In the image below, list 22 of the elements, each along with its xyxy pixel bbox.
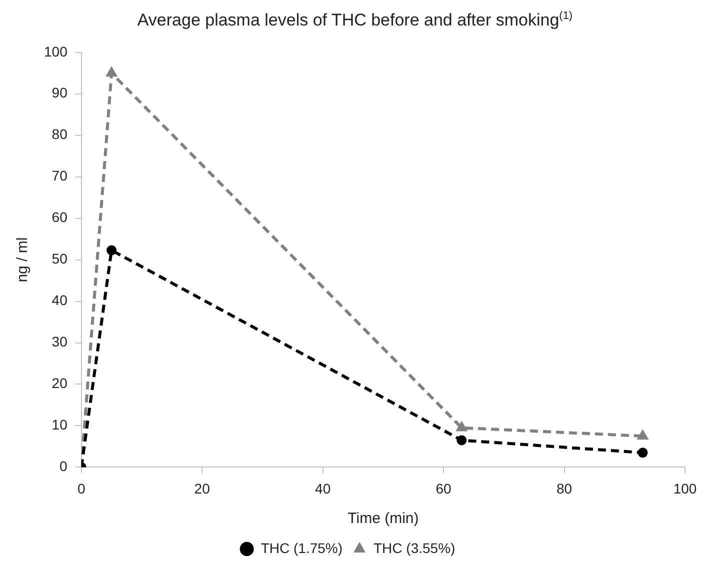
y-tick-label: 100 bbox=[44, 43, 68, 60]
y-tick-label: 50 bbox=[52, 250, 68, 267]
y-tick-label: 60 bbox=[52, 209, 68, 226]
x-tick-label: 80 bbox=[556, 480, 572, 496]
x-axis-title: Time (min) bbox=[348, 510, 419, 528]
y-tick-label: 10 bbox=[52, 416, 68, 433]
y-tick-label: 0 bbox=[60, 458, 68, 474]
y-tick-label: 80 bbox=[52, 126, 68, 142]
legend-label: THC (3.55%) bbox=[374, 540, 456, 556]
chart-title: Average plasma levels of THC before and after smoking$^{(1)}$ bbox=[136, 10, 574, 31]
y-tick-label: 40 bbox=[52, 292, 68, 308]
x-tick-label: 100 bbox=[673, 480, 697, 496]
legend-label: THC (1.75%) bbox=[260, 540, 343, 556]
y-tick-label: 20 bbox=[52, 375, 68, 392]
x-tick-label: 0 bbox=[77, 480, 86, 496]
y-tick-label: 30 bbox=[52, 334, 68, 350]
y-axis-title: ng / ml bbox=[14, 237, 32, 282]
y-tick-label: 90 bbox=[52, 84, 68, 101]
x-tick-label: 20 bbox=[194, 480, 210, 496]
x-tick-label: 40 bbox=[315, 480, 331, 496]
x-tick-label: 60 bbox=[436, 480, 452, 496]
y-tick-label: 70 bbox=[52, 168, 68, 184]
